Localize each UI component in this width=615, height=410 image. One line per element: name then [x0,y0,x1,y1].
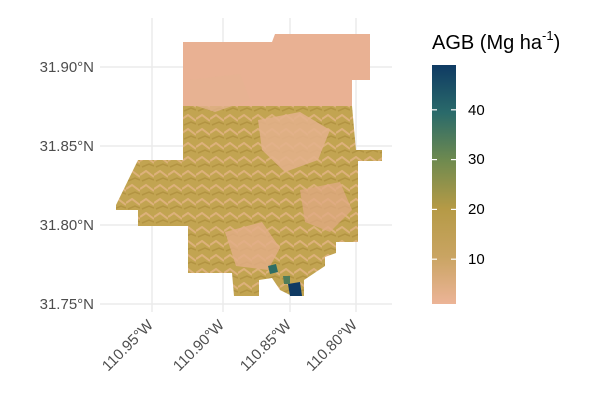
high-agb-patch-2 [288,282,302,296]
low-agb-patch-2 [225,222,280,270]
longitude-axis: 110.95°W 110.90°W 110.85°W 110.80°W [99,316,362,375]
legend-label-10: 10 [468,251,485,268]
legend-title: AGB (Mg ha-1) [432,28,560,54]
legend-label-40: 40 [468,102,485,119]
high-agb-patch-3 [283,276,290,284]
lon-label-2: 110.90°W [170,316,229,375]
legend-title-close: ) [554,32,561,54]
legend-label-20: 20 [468,201,485,218]
lon-label-4: 110.80°W [303,316,362,375]
lon-label-1: 110.95°W [99,316,158,375]
lat-label-2: 31.85°N [40,138,94,155]
agb-raster [116,34,382,296]
low-agb-patch-1 [258,112,330,172]
lat-label-4: 31.75°N [40,296,94,313]
legend: AGB (Mg ha-1) 40 30 20 10 [432,28,560,304]
legend-label-30: 30 [468,151,485,168]
high-agb-patch-1 [268,264,278,274]
lon-label-3: 110.85°W [237,316,296,375]
legend-title-main: AGB (Mg ha [432,32,543,54]
legend-title-superscript: -1 [542,28,554,43]
legend-ticks [432,109,456,260]
legend-colorbar [432,65,456,304]
lat-label-1: 31.90°N [40,59,94,76]
latitude-axis: 31.90°N 31.85°N 31.80°N 31.75°N [40,59,94,313]
low-agb-patch-3 [300,182,352,232]
lat-label-3: 31.80°N [40,217,94,234]
low-agb-patch-4 [190,74,250,112]
